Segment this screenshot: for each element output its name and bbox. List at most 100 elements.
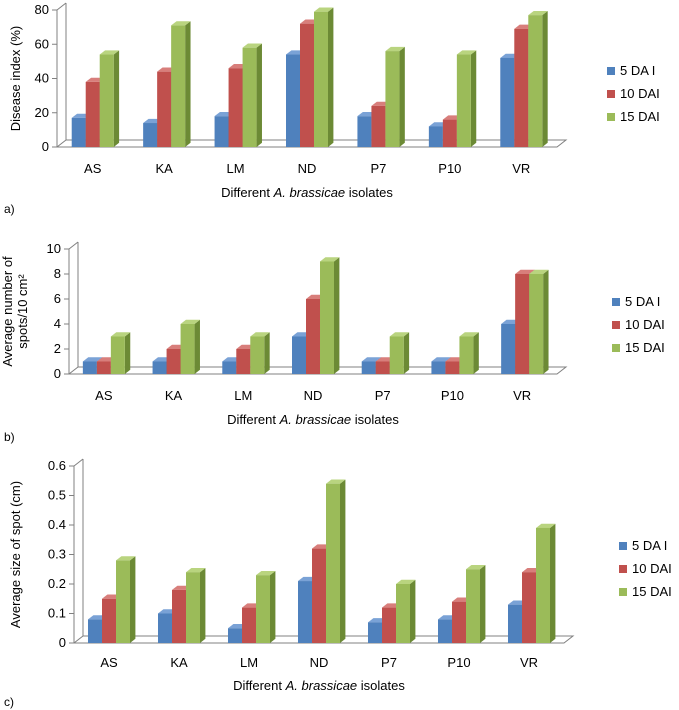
legend-label: 10 DAI xyxy=(625,317,665,332)
bar-front-face xyxy=(300,23,314,148)
x-tick-label: LM xyxy=(240,655,258,670)
legend-swatch xyxy=(607,113,615,121)
x-tick-label: ND xyxy=(298,161,317,176)
bar-side-face xyxy=(410,579,416,643)
x-axis-title: Different A. brassicae isolates xyxy=(221,185,393,200)
bar-top-face xyxy=(186,568,206,573)
bar-front-face xyxy=(298,581,312,643)
bar-top-face xyxy=(99,50,120,55)
y-axis-top-edge xyxy=(56,2,67,11)
y-tick-label: 60 xyxy=(35,36,49,51)
bar xyxy=(456,50,477,148)
y-tick-label: 6 xyxy=(54,291,61,306)
bar-top-face xyxy=(529,269,549,274)
y-tick-label: 0.1 xyxy=(48,606,66,621)
legend-label: 15 DAI xyxy=(632,584,672,599)
bar-side-face xyxy=(113,50,120,148)
bar-front-face xyxy=(445,361,460,374)
bar xyxy=(256,570,276,643)
bar-side-face xyxy=(473,332,479,374)
legend-label: 5 DA I xyxy=(620,63,655,78)
bar-front-face xyxy=(228,628,242,643)
y-axis-title: Average size of spot (cm) xyxy=(8,481,23,628)
x-tick-label: P7 xyxy=(381,655,397,670)
panel-label: b) xyxy=(4,430,15,444)
bar-front-face xyxy=(459,336,474,374)
bar-front-face xyxy=(256,575,270,643)
bar xyxy=(326,479,346,643)
bar-front-face xyxy=(522,572,536,643)
bar-front-face xyxy=(186,572,200,643)
y-tick-label: 0.6 xyxy=(48,458,66,473)
y-tick-label: 0 xyxy=(54,366,61,381)
bar xyxy=(314,7,334,148)
bar-top-face xyxy=(396,579,416,584)
bar-front-face xyxy=(312,548,326,643)
bar-front-face xyxy=(529,274,544,374)
legend-swatch xyxy=(612,298,620,306)
bar-front-face xyxy=(116,560,130,643)
bar-top-face xyxy=(515,269,535,274)
bar-front-face xyxy=(96,361,111,374)
bar-front-face xyxy=(396,584,410,643)
chart-panel-3: 0 0.1 0.2 0.3 0.4 0.5 0.6 AS KA LM ND P7 P10 VR Differ… xyxy=(4,458,672,709)
legend-swatch xyxy=(619,588,627,596)
bar-side-face xyxy=(264,332,270,374)
bar-side-face xyxy=(480,565,486,643)
y-axis-top-edge xyxy=(68,241,79,250)
bar-front-face xyxy=(438,619,452,643)
bar-front-face xyxy=(466,569,480,643)
bar xyxy=(536,523,556,643)
bar xyxy=(110,332,131,374)
bar-front-face xyxy=(236,349,251,374)
legend-label: 5 DA I xyxy=(625,294,660,309)
x-tick-label: ND xyxy=(310,655,329,670)
bar-front-face xyxy=(228,68,243,147)
bar-front-face xyxy=(143,123,158,147)
bar-front-face xyxy=(500,57,515,148)
x-tick-label: ND xyxy=(304,388,323,403)
bar-front-face xyxy=(152,361,167,374)
y-tick-label: 0.5 xyxy=(48,488,66,503)
bar-front-face xyxy=(157,71,172,147)
bar-front-face xyxy=(501,324,516,374)
bar-front-face xyxy=(385,51,400,147)
legend-swatch xyxy=(607,90,615,98)
bar xyxy=(186,568,206,643)
bar xyxy=(99,50,120,148)
x-tick-label: VR xyxy=(513,388,531,403)
x-tick-label: KA xyxy=(165,388,183,403)
bar-front-face xyxy=(286,54,300,147)
panel-label: a) xyxy=(4,202,15,216)
bar-top-face xyxy=(361,357,382,362)
bar-front-face xyxy=(158,613,172,643)
bar xyxy=(116,556,136,643)
bar-front-face xyxy=(172,589,186,643)
legend-swatch xyxy=(607,67,615,75)
bar xyxy=(242,43,262,147)
legend-label: 10 DAI xyxy=(632,561,672,576)
bar-side-face xyxy=(194,319,200,374)
bar-side-face xyxy=(124,332,131,374)
bar xyxy=(385,46,405,147)
y-tick-label: 2 xyxy=(54,341,61,356)
bar-side-face xyxy=(550,523,556,643)
bar-front-face xyxy=(180,324,195,374)
bar-side-face xyxy=(542,10,548,147)
y-axis-title: spots/10 cm² xyxy=(15,274,30,349)
x-tick-label: P7 xyxy=(370,161,386,176)
bar-front-face xyxy=(508,604,522,643)
bar-side-face xyxy=(200,568,206,643)
bar-top-face xyxy=(256,570,276,576)
bar-front-face xyxy=(306,299,320,374)
bar-side-face xyxy=(270,570,276,643)
y-axis-top-edge xyxy=(73,458,84,467)
bar-front-face xyxy=(250,336,265,374)
x-tick-label: VR xyxy=(512,161,530,176)
y-tick-label: 0 xyxy=(42,139,49,154)
bar-top-face xyxy=(326,479,346,484)
bar-front-face xyxy=(536,527,550,643)
x-axis-title: Different A. brassicae isolates xyxy=(233,678,405,693)
bar-top-face xyxy=(242,43,262,48)
